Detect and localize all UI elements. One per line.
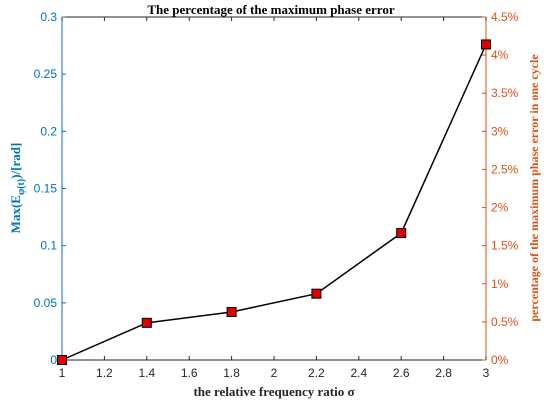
right-y-axis-label: percentage of the maximum phase error in…	[527, 54, 541, 322]
x-axis-ticks: 1 1.2 1.4 1.6 1.8 2 2.2 2.4 2.6 2.8 3	[59, 17, 490, 380]
right-y-tick-label: 2%	[491, 201, 509, 215]
left-y-axis-label: Max(Eφ(t))/[rad]	[8, 143, 27, 234]
x-tick-label: 1.8	[223, 366, 240, 380]
data-point-marker	[396, 228, 407, 239]
data-point-marker	[481, 39, 491, 50]
right-y-tick-label: 0.5%	[491, 315, 519, 329]
left-y-tick-label: 0	[50, 353, 57, 367]
series-layer	[57, 39, 491, 365]
left-y-axis-label-suffix: )/[rad]	[8, 143, 23, 179]
x-tick-label: 2	[271, 366, 278, 380]
x-tick-label: 2.8	[435, 366, 452, 380]
right-y-tick-label: 4%	[491, 48, 509, 62]
chart-title: The percentage of the maximum phase erro…	[147, 2, 394, 17]
x-tick-label: 1.6	[181, 366, 198, 380]
data-point-marker	[311, 288, 322, 299]
right-y-tick-label: 3.5%	[491, 86, 519, 100]
x-tick-label: 2.6	[393, 366, 410, 380]
left-y-axis-ticks: 0 0.05 0.1 0.15 0.2 0.25 0.3	[34, 10, 66, 367]
right-y-tick-label: 1%	[491, 277, 509, 291]
x-tick-label: 2.2	[308, 366, 325, 380]
data-point-marker	[57, 355, 67, 365]
left-y-axis-label-subscript: φ(t)	[16, 179, 27, 195]
left-y-tick-label: 0.05	[34, 296, 58, 310]
right-y-tick-label: 3%	[491, 124, 509, 138]
x-tick-label: 1	[59, 366, 66, 380]
left-y-tick-label: 0.25	[34, 67, 58, 81]
right-y-tick-label: 4.5%	[491, 10, 519, 24]
series-line	[61, 44, 487, 361]
right-y-tick-label: 0%	[491, 353, 509, 367]
x-tick-label: 1.2	[96, 366, 113, 380]
left-y-tick-label: 0.2	[40, 124, 57, 138]
right-y-axis-ticks: 0% 0.5% 1% 1.5% 2% 2.5% 3% 3.5% 4% 4.5%	[482, 10, 519, 367]
x-tick-label: 3	[483, 366, 490, 380]
data-point-marker	[141, 317, 152, 328]
right-y-tick-label: 2.5%	[491, 162, 519, 176]
x-tick-label: 2.4	[350, 366, 367, 380]
left-y-tick-label: 0.15	[34, 182, 58, 196]
x-tick-label: 1.4	[138, 366, 155, 380]
left-y-axis-label-main: Max(E	[8, 195, 23, 233]
x-axis-label: the relative frequency ratio σ	[193, 384, 354, 399]
left-y-tick-label: 0.3	[40, 10, 57, 24]
left-y-tick-label: 0.1	[40, 239, 57, 253]
data-point-marker	[226, 306, 237, 317]
right-y-tick-label: 1.5%	[491, 239, 519, 253]
